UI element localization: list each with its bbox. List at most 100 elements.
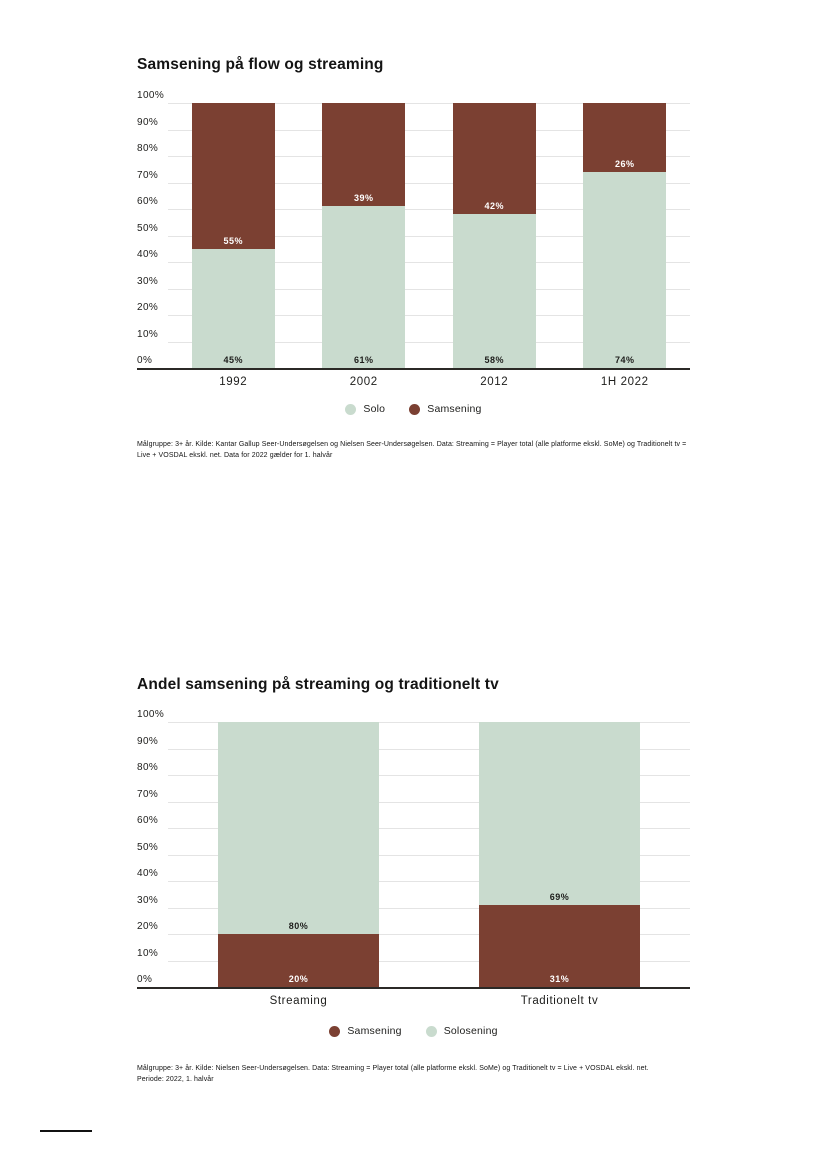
gridline — [168, 907, 690, 909]
y-tick-label: 50% — [137, 841, 159, 853]
category-label: 1992 — [219, 376, 248, 388]
bar-segment-label: 58% — [484, 355, 504, 365]
legend-label: Solosening — [443, 1025, 498, 1037]
gridline — [168, 156, 690, 157]
bar-segment-label: 69% — [549, 891, 570, 902]
y-tick-label: 80% — [137, 143, 159, 154]
legend-item: Samsening — [329, 1025, 401, 1037]
bar-segment: 80% — [218, 722, 379, 934]
chart2-legend: Samsening Solosening — [137, 1025, 690, 1037]
footnote-line: Live + VOSDAL ekskl. net. Data for 2022 … — [137, 452, 333, 459]
bar-segment-label: 20% — [288, 974, 309, 984]
y-tick-label: 60% — [137, 196, 159, 207]
legend-label: Samsening — [427, 403, 482, 415]
category-label: Traditionelt tv — [520, 995, 599, 1007]
gridline — [168, 960, 690, 962]
y-tick-label: 20% — [137, 921, 159, 932]
stacked-bar-streaming: 20% 80% — [218, 722, 379, 987]
category-labels: Streaming Traditionelt tv — [168, 995, 690, 1007]
y-tick-label: 30% — [137, 275, 159, 287]
y-tick-label: 20% — [137, 302, 159, 313]
y-tick-label: 10% — [137, 947, 159, 959]
bar-segment-label: 61% — [353, 355, 374, 365]
bar-segment-label: 45% — [223, 355, 243, 365]
category-label: 2002 — [349, 376, 378, 388]
gridline — [168, 828, 690, 829]
y-tick-label: 100% — [137, 709, 165, 720]
bar-segment: 74% — [583, 171, 667, 368]
y-tick-label: 0% — [137, 355, 153, 366]
stacked-bar-traditionelt-tv: 31% 69% — [479, 722, 640, 987]
bar-segment: 55% — [191, 103, 275, 249]
y-tick-label: 70% — [137, 169, 159, 181]
category-labels: 1992 2002 2012 1H 2022 — [168, 376, 690, 388]
legend-label: Samsening — [347, 1025, 402, 1037]
y-tick-label: 40% — [137, 868, 159, 879]
y-tick-label: 70% — [137, 788, 159, 800]
bar-segment: 39% — [322, 103, 406, 207]
legend-dot — [425, 1025, 437, 1037]
gridline — [168, 854, 690, 856]
category-label: 2012 — [480, 376, 509, 388]
y-tick-label: 80% — [137, 762, 159, 773]
gridline — [168, 209, 690, 210]
chart2-plot: 0% 10% 20% 30% 40% 50% 60% 70% 80% 90% 100% 20% 80% 3… — [137, 710, 690, 1007]
bar-segment-label: 42% — [484, 201, 504, 212]
y-tick-label: 90% — [137, 735, 159, 747]
y-tick-label: 50% — [137, 222, 159, 234]
gridline — [168, 775, 690, 776]
bar-segment-label: 80% — [288, 921, 309, 931]
gridline — [168, 103, 690, 104]
bar-segment: 26% — [583, 103, 667, 172]
gridline — [168, 934, 690, 935]
bar-segment-label: 31% — [549, 974, 570, 984]
chart1-plot: 0% 10% 20% 30% 40% 50% 60% 70% 80% 90% 100% 45% 55% 6… — [137, 91, 690, 388]
gridline — [168, 801, 690, 803]
legend-label: Solo — [363, 403, 386, 415]
gridline — [168, 235, 690, 237]
gridline — [168, 341, 690, 343]
bar-segment: 42% — [452, 103, 536, 215]
chart1-title: Samsening på flow og streaming — [137, 56, 384, 73]
stacked-bar-1992: 45% 55% — [191, 103, 275, 368]
bar-segment-label: 26% — [614, 158, 635, 169]
category-label: 1H 2022 — [600, 376, 649, 388]
bar-segment-label: 74% — [614, 355, 635, 365]
legend-item: Samsening — [409, 403, 481, 415]
chart2-title: Andel samsening på streaming og traditio… — [137, 676, 499, 693]
gridline — [168, 748, 690, 750]
bar-segment: 61% — [322, 206, 406, 368]
legend-dot — [345, 403, 357, 415]
y-tick-label: 100% — [137, 90, 165, 101]
y-tick-label: 40% — [137, 249, 159, 260]
gridline — [168, 129, 690, 131]
bar-slot: 74% 26% — [560, 103, 691, 368]
bar-slot: 61% 39% — [299, 103, 430, 368]
bar-slot: 31% 69% — [429, 722, 690, 987]
footnote-line: Periode: 2022, 1. halvår — [137, 1076, 214, 1083]
stacked-bar-2012: 58% 42% — [452, 103, 536, 368]
bar-slot: 20% 80% — [168, 722, 429, 987]
bar-segment: 31% — [479, 904, 640, 987]
gridline — [168, 722, 690, 723]
y-tick-label: 30% — [137, 894, 159, 906]
footer-rule — [40, 1130, 92, 1132]
category-label: Streaming — [269, 995, 328, 1007]
bars-area: 45% 55% 61% 39% 58% 42% 74% 26% — [168, 103, 690, 368]
legend-item: Solosening — [425, 1025, 498, 1037]
x-axis-line — [137, 368, 690, 370]
y-tick-label: 90% — [137, 116, 159, 128]
legend-dot — [329, 1025, 341, 1037]
bars-area: 20% 80% 31% 69% — [168, 722, 690, 987]
gridline — [168, 315, 690, 316]
y-tick-label: 0% — [137, 974, 153, 985]
chart1-legend: Solo Samsening — [137, 403, 690, 415]
x-axis-line — [137, 987, 690, 989]
bar-segment: 20% — [218, 934, 379, 987]
chart2-footnote: Målgruppe: 3+ år. Kilde: Nielsen Seer-Un… — [137, 1063, 693, 1085]
gridline — [168, 182, 690, 184]
legend-item: Solo — [345, 403, 385, 415]
y-tick-label: 60% — [137, 815, 159, 826]
legend-dot — [409, 403, 421, 415]
